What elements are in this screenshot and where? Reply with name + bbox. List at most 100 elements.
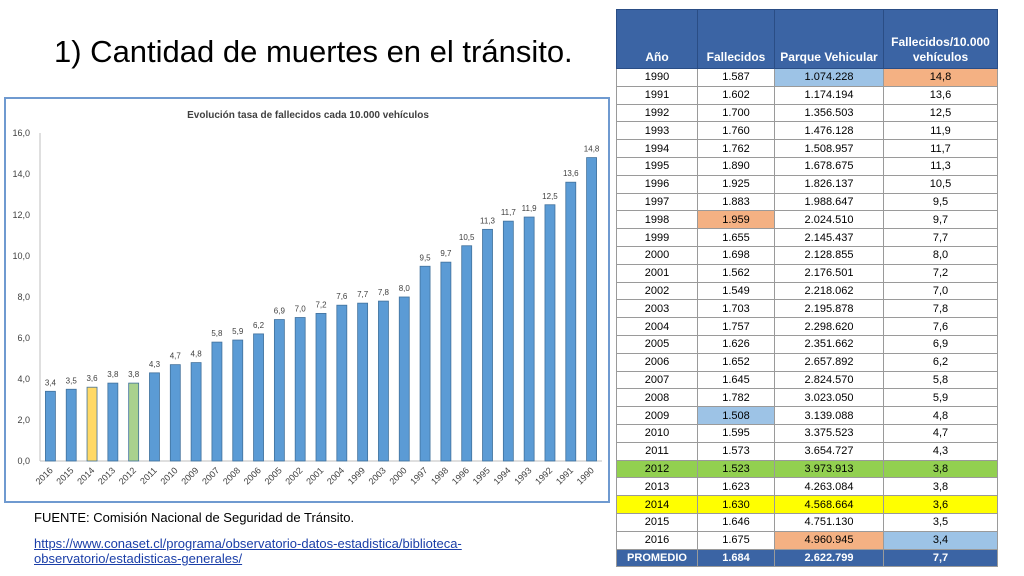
cell-deaths: 1.655 [697,228,775,247]
data-label: 14,8 [584,145,600,154]
cell-deaths: 1.595 [697,423,775,443]
table-row: 2016 1.675 4.960.945 3,4 [616,530,998,550]
average-cell-fleet: 2.622.799 [774,548,884,568]
cell-deaths: 1.587 [697,68,775,87]
cell-rate: 8,0 [883,245,998,265]
cell-deaths: 1.549 [697,281,775,301]
cell-year: 2014 [616,495,698,514]
data-label: 7,6 [336,292,348,301]
table-row: 1995 1.890 1.678.675 11,3 [616,156,998,176]
cell-fleet: 3.023.050 [774,388,884,408]
cell-year: 1996 [616,174,698,194]
bar [565,181,577,462]
cell-fleet: 2.024.510 [774,210,884,230]
table-row: 2013 1.623 4.263.084 3,8 [616,477,998,497]
cell-rate: 11,3 [883,156,998,176]
cell-year: 2005 [616,334,698,354]
table-row: 1993 1.760 1.476.128 11,9 [616,121,998,141]
x-tick-label: 2003 [367,465,388,486]
cell-year: 2007 [616,370,698,390]
data-label: 3,8 [107,370,119,379]
cell-rate: 4,8 [883,406,998,425]
cell-year: 1998 [616,210,698,230]
cell-fleet: 4.751.130 [774,512,884,532]
table-row: 2009 1.508 3.139.088 4,8 [616,406,998,425]
data-label: 3,8 [128,370,140,379]
x-tick-label: 2014 [75,465,96,486]
table-row: 1996 1.925 1.826.137 10,5 [616,174,998,194]
bar [357,302,369,462]
y-tick-label: 2,0 [17,415,30,425]
cell-fleet: 1.476.128 [774,121,884,141]
table-row: 1991 1.602 1.174.194 13,6 [616,85,998,105]
cell-fleet: 1.826.137 [774,174,884,194]
cell-deaths: 1.630 [697,495,775,514]
table-row: 2011 1.573 3.654.727 4,3 [616,441,998,461]
table-row: 1999 1.655 2.145.437 7,7 [616,228,998,247]
table-row: 2004 1.757 2.298.620 7,6 [616,317,998,336]
bar [253,333,264,462]
cell-year: 2001 [616,263,698,283]
bar [294,317,306,462]
cell-fleet: 1.678.675 [774,156,884,176]
cell-year: 2009 [616,406,698,425]
data-label: 7,8 [378,288,390,297]
cell-rate: 13,6 [883,85,998,105]
x-tick-label: 1996 [450,465,471,486]
x-tick-label: 1993 [512,465,533,486]
cell-year: 2011 [616,441,698,461]
cell-year: 2016 [616,530,698,550]
cell-year: 2006 [616,352,698,372]
average-cell-deaths: 1.684 [697,548,775,568]
cell-fleet: 1.508.957 [774,139,884,158]
table-row: 1997 1.883 1.988.647 9,5 [616,192,998,212]
cell-rate: 3,6 [883,495,998,514]
cell-deaths: 1.757 [697,317,775,336]
cell-deaths: 1.762 [697,139,775,158]
source-link[interactable]: https://www.conaset.cl/programa/observat… [34,536,462,566]
cell-rate: 7,6 [883,317,998,336]
average-cell-year: PROMEDIO [616,548,698,568]
source-text: FUENTE: Comisión Nacional de Seguridad d… [34,510,355,525]
cell-fleet: 3.375.523 [774,423,884,443]
bar [544,204,556,462]
x-tick-label: 2007 [200,465,221,486]
cell-rate: 9,7 [883,210,998,230]
table-body: 1990 1.587 1.074.228 14,8 1991 1.602 1.174.194… [616,68,998,568]
bar [86,386,98,462]
cell-year: 2015 [616,512,698,532]
cell-rate: 11,7 [883,139,998,158]
table-row: 1998 1.959 2.024.510 9,7 [616,210,998,230]
table-row: 2012 1.523 3.973.913 3,8 [616,459,998,479]
cell-year: 1999 [616,228,698,247]
data-label: 6,9 [274,307,286,316]
cell-deaths: 1.623 [697,477,775,497]
cell-rate: 9,5 [883,192,998,212]
x-tick-label: 1994 [492,465,513,486]
cell-fleet: 1.174.194 [774,85,884,105]
x-tick-label: 2009 [179,465,200,486]
cell-deaths: 1.760 [697,121,775,141]
table-row: 2001 1.562 2.176.501 7,2 [616,263,998,283]
cell-rate: 3,5 [883,512,998,532]
x-tick-label: 2008 [221,465,242,486]
cell-deaths: 1.508 [697,406,775,425]
data-label: 9,5 [420,253,432,262]
cell-fleet: 2.298.620 [774,317,884,336]
table-row: 2014 1.630 4.568.664 3,6 [616,495,998,514]
cell-fleet: 3.654.727 [774,441,884,461]
data-label: 7,2 [315,300,327,309]
bar [211,341,223,462]
cell-rate: 6,9 [883,334,998,354]
table-header-row: Año Fallecidos Parque Vehicular Fallecid… [616,9,998,69]
cell-fleet: 4.960.945 [774,530,884,550]
bar [107,382,119,462]
data-label: 3,6 [86,374,98,383]
table-row: 2007 1.645 2.824.570 5,8 [616,370,998,390]
cell-rate: 3,8 [883,459,998,479]
table-row: 2006 1.652 2.657.892 6,2 [616,352,998,372]
chart-svg: Evolución tasa de fallecidos cada 10.000… [12,110,602,487]
cell-rate: 7,8 [883,299,998,319]
y-tick-label: 10,0 [12,251,30,261]
cell-fleet: 2.351.662 [774,334,884,354]
